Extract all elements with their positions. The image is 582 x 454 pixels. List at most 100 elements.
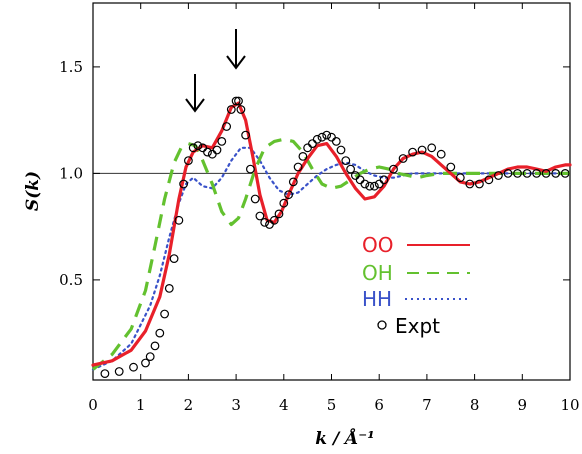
- expt-markers: [100, 96, 570, 379]
- expt-point: [141, 358, 150, 368]
- expt-point: [327, 132, 336, 142]
- expt-point: [241, 130, 251, 140]
- expt-point: [279, 198, 289, 208]
- expt-point: [551, 168, 561, 178]
- series-line-oo: [91, 101, 572, 367]
- expt-point: [317, 132, 327, 142]
- expt-point: [145, 352, 155, 362]
- expt-point: [217, 136, 227, 146]
- expt-point: [379, 175, 389, 185]
- expt-point: [155, 328, 165, 338]
- expt-point: [114, 367, 124, 376]
- expt-point: [417, 145, 427, 155]
- x-tick-label: 4: [279, 396, 289, 414]
- expt-point: [203, 147, 212, 157]
- expt-point: [446, 162, 456, 172]
- expt-point: [179, 179, 189, 189]
- legend-label-hh: HH: [362, 287, 392, 311]
- expt-point: [160, 309, 170, 319]
- expt-point: [331, 136, 341, 146]
- series-line-hh: [91, 146, 572, 371]
- expt-point: [436, 149, 446, 159]
- x-tick-label: 9: [518, 396, 528, 414]
- expt-point: [164, 284, 174, 293]
- x-tick-label: 10: [560, 396, 579, 414]
- expt-point: [255, 211, 265, 221]
- expt-point: [207, 149, 217, 159]
- expt-point: [129, 362, 138, 372]
- x-tick-label: 5: [327, 396, 337, 414]
- expt-point: [222, 122, 232, 131]
- expt-point: [100, 369, 110, 379]
- expt-point: [494, 171, 503, 180]
- expt-point: [231, 96, 241, 106]
- expt-point: [355, 175, 365, 185]
- ticks: 0 1 2 3 4 5 6 7 8 9 10 0.5 1.0 1.5: [59, 3, 580, 414]
- expt-point: [236, 105, 246, 114]
- legend: OO OH HH Expt: [362, 233, 470, 338]
- expt-point: [346, 164, 356, 174]
- expt-point: [455, 173, 465, 183]
- expt-point: [312, 134, 322, 144]
- y-tick-label: 1.0: [59, 164, 83, 182]
- series-layer: [91, 101, 572, 371]
- expt-point: [427, 143, 437, 153]
- expt-point: [293, 162, 303, 172]
- expt-point: [560, 168, 570, 178]
- x-tick-label: 1: [136, 396, 146, 414]
- expt-point: [212, 145, 222, 155]
- expt-point: [298, 151, 308, 161]
- expt-point: [284, 190, 294, 200]
- legend-label-expt: Expt: [395, 314, 440, 338]
- arrow-2: [226, 29, 246, 70]
- expt-point: [198, 143, 208, 153]
- expt-point: [169, 254, 179, 264]
- expt-point: [341, 156, 351, 166]
- expt-point: [234, 96, 243, 106]
- expt-point: [245, 164, 255, 174]
- expt-point: [308, 139, 317, 149]
- expt-point: [193, 141, 203, 151]
- expt-point: [541, 168, 551, 178]
- expt-point: [183, 156, 193, 166]
- expt-point: [150, 341, 160, 351]
- x-axis-title: k / Å⁻¹: [315, 427, 374, 449]
- expt-point: [465, 179, 475, 189]
- x-tick-label: 8: [470, 396, 480, 414]
- expt-point: [408, 147, 418, 157]
- expt-point: [365, 181, 375, 191]
- expt-point: [484, 175, 494, 185]
- x-tick-label: 7: [422, 396, 432, 414]
- expt-point: [288, 177, 298, 187]
- y-tick-label: 0.5: [59, 271, 83, 289]
- expt-point: [269, 215, 279, 225]
- expt-point: [513, 168, 522, 178]
- legend-swatch-expt: [377, 320, 387, 330]
- y-axis-title: S(k): [23, 171, 43, 211]
- legend-label-oo: OO: [362, 233, 393, 257]
- expt-point: [226, 105, 236, 114]
- expt-point: [260, 217, 270, 227]
- expt-point: [303, 143, 313, 153]
- expt-point: [360, 179, 370, 189]
- expt-point: [398, 154, 408, 163]
- expt-point: [370, 181, 379, 191]
- expt-point: [475, 179, 484, 189]
- x-tick-label: 2: [184, 396, 194, 414]
- expt-point: [522, 168, 532, 178]
- expt-point: [174, 215, 184, 225]
- expt-point: [188, 143, 198, 153]
- expt-point: [336, 145, 346, 155]
- x-tick-label: 0: [88, 396, 98, 414]
- x-tick-label: 6: [374, 396, 384, 414]
- expt-point: [250, 194, 260, 204]
- expt-point: [322, 130, 332, 140]
- plot-frame: [92, 2, 571, 381]
- x-tick-label: 3: [231, 396, 241, 414]
- expt-point: [274, 209, 284, 219]
- expt-point: [503, 168, 513, 178]
- legend-label-oh: OH: [362, 261, 393, 285]
- expt-point: [389, 164, 398, 174]
- expt-point: [374, 179, 384, 189]
